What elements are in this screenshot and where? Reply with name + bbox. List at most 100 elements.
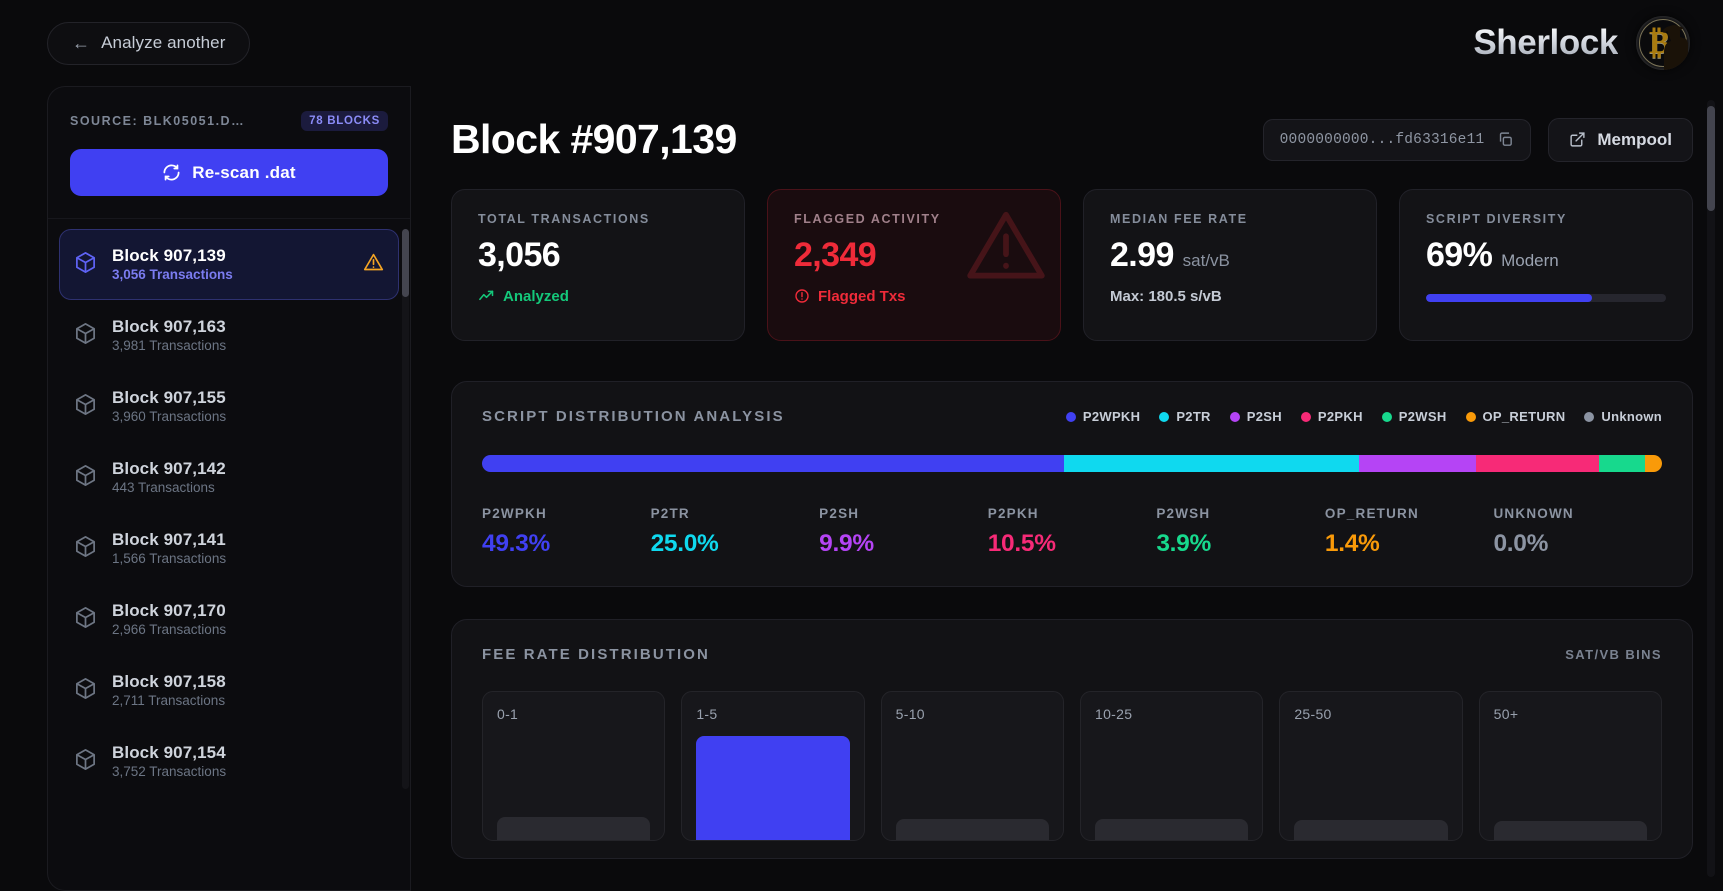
mempool-button[interactable]: Mempool (1548, 117, 1693, 162)
mempool-label: Mempool (1597, 129, 1672, 149)
fee-rate-unit-note: SAT/VB BINS (1565, 647, 1662, 662)
cube-icon (74, 464, 97, 492)
stat-card-number: 2,349 (794, 236, 877, 274)
script-type-percent: 1.4% (1324, 530, 1380, 557)
fee-rate-bin-label: 5-10 (895, 706, 925, 722)
block-hash-copy-button[interactable]: 0000000000...fd63316e11 (1262, 118, 1532, 161)
script-type-stat: P2SH 9.9% (819, 506, 988, 558)
stat-card-value: 2,349 (794, 236, 1034, 274)
fee-rate-bin-label: 10-25 (1094, 706, 1133, 722)
cube-icon (76, 748, 95, 770)
top-bar: ← Analyze another Sherlock ₿ (0, 0, 1723, 86)
block-list-item[interactable]: Block 907,142 443 Transactions (59, 442, 399, 513)
script-type-name: P2PKH (987, 506, 1039, 521)
block-list-item-title: Block 907,154 (112, 742, 226, 762)
block-list-item-subtitle: 1,566 Transactions (112, 551, 227, 567)
stat-card-footer-label: Analyzed (503, 287, 569, 305)
legend-color-dot (1229, 411, 1240, 422)
stat-card-label: MEDIAN FEE RATE (1110, 212, 1248, 226)
rescan-dat-button[interactable]: Re-scan .dat (70, 149, 388, 196)
source-label: SOURCE: BLK05051.D… (70, 114, 246, 128)
sidebar: SOURCE: BLK05051.D… 78 BLOCKS Re-scan .d… (47, 86, 410, 891)
fee-rate-bin: 0-1 (482, 691, 666, 841)
legend-label: Unknown (1601, 409, 1662, 424)
fee-rate-bin-bar (1294, 820, 1448, 840)
cube-icon (76, 677, 95, 699)
fee-rate-bin: 1-5 (681, 691, 865, 841)
legend-color-dot (1584, 411, 1595, 422)
stat-card-number: 69% (1426, 236, 1493, 274)
block-hash-text: 0000000000...fd63316e11 (1279, 131, 1485, 148)
legend-label: P2WPKH (1082, 409, 1141, 424)
script-diversity-progress-bar (1426, 293, 1666, 302)
block-list-item[interactable]: Block 907,141 1,566 Transactions (59, 513, 399, 584)
script-type-stat: P2PKH 10.5% (988, 506, 1157, 558)
script-type-percent: 3.9% (1156, 530, 1211, 557)
sidebar-scrollbar-thumb[interactable] (402, 229, 409, 297)
stat-card-value: 2.99 sat/vB (1110, 236, 1350, 274)
refresh-icon (163, 164, 180, 181)
stat-card: MEDIAN FEE RATE 2.99 sat/vB Max: 180.5 s… (1083, 189, 1377, 341)
fee-rate-bin: 25-50 (1279, 691, 1463, 841)
page-title: Block #907,139 (451, 116, 737, 162)
sidebar-scrollbar[interactable] (402, 229, 409, 789)
block-list-item-title: Block 907,142 (112, 458, 226, 478)
warning-triangle-icon (363, 252, 384, 278)
stacked-bar-segment (1358, 455, 1476, 472)
cube-icon (74, 322, 97, 350)
legend-color-dot (1381, 411, 1392, 422)
block-list[interactable]: Block 907,139 3,056 Transactions Block 9… (48, 219, 410, 890)
stacked-bar-segment (482, 455, 1064, 472)
cube-icon (74, 535, 97, 563)
warning-triangle-icon (967, 211, 1045, 279)
fee-rate-bin-label: 1-5 (696, 706, 718, 722)
stacked-bar-segment (1475, 455, 1600, 472)
main-scrollbar-thumb[interactable] (1707, 106, 1715, 211)
block-list-item-subtitle: 2,711 Transactions (112, 693, 226, 709)
rescan-label: Re-scan .dat (192, 162, 296, 182)
legend-label: P2SH (1246, 409, 1282, 424)
cube-icon (74, 748, 97, 776)
block-list-item-title: Block 907,170 (112, 600, 226, 620)
block-list-item[interactable]: Block 907,154 3,752 Transactions (59, 726, 399, 797)
stat-card-footer: Flagged Txs (794, 288, 1034, 305)
main-header: Block #907,139 0000000000...fd63316e11 M… (451, 116, 1693, 163)
fee-rate-distribution-panel: FEE RATE DISTRIBUTION SAT/VB BINS 0-1 1-… (451, 619, 1693, 859)
stat-card-row: TOTAL TRANSACTIONS 3,056 Analyzed FLAGGE… (451, 189, 1693, 341)
script-distribution-title: SCRIPT DISTRIBUTION ANALYSIS (482, 408, 785, 425)
cube-icon (76, 535, 95, 557)
stat-card-number: 2.99 (1110, 236, 1174, 274)
cube-icon (76, 393, 95, 415)
cube-icon (76, 251, 95, 273)
cube-icon (74, 606, 97, 634)
block-list-item[interactable]: Block 907,155 3,960 Transactions (59, 371, 399, 442)
analyze-another-button[interactable]: ← Analyze another (47, 21, 251, 65)
warning-triangle-watermark-icon (960, 204, 1052, 295)
legend-item: P2SH (1229, 409, 1282, 424)
block-list-item-subtitle: 3,752 Transactions (112, 764, 227, 780)
script-type-stat: P2TR 25.0% (651, 506, 820, 558)
script-type-percent: 25.0% (650, 530, 719, 557)
block-list-item[interactable]: Block 907,163 3,981 Transactions (59, 300, 399, 371)
copy-icon[interactable] (1497, 131, 1514, 148)
main-scrollbar[interactable] (1707, 100, 1715, 877)
app-shell: SOURCE: BLK05051.D… 78 BLOCKS Re-scan .d… (0, 86, 1723, 891)
legend-item: P2PKH (1300, 409, 1363, 424)
block-list-item-title: Block 907,155 (112, 387, 226, 407)
block-list-item[interactable]: Block 907,170 2,966 Transactions (59, 584, 399, 655)
legend-item: P2TR (1159, 409, 1210, 424)
block-list-item-subtitle: 3,056 Transactions (112, 267, 233, 283)
legend-label: OP_RETURN (1482, 409, 1566, 424)
block-list-item[interactable]: Block 907,158 2,711 Transactions (59, 655, 399, 726)
brand: Sherlock ₿ (1473, 16, 1690, 70)
script-distribution-legend: P2WPKH P2TR P2SH P2PKH P2WSH OP_RETURN U… (1065, 409, 1662, 424)
block-list-item-subtitle: 3,960 Transactions (112, 409, 227, 425)
block-list-item-subtitle: 3,981 Transactions (112, 338, 227, 354)
script-distribution-stacked-bar (482, 455, 1662, 472)
main-content: Block #907,139 0000000000...fd63316e11 M… (410, 86, 1723, 891)
alert-circle-icon (795, 289, 809, 303)
block-list-item[interactable]: Block 907,139 3,056 Transactions (59, 229, 399, 300)
bitcoin-sherlock-coin-icon: ₿ (1636, 16, 1690, 70)
block-list-item-subtitle: 443 Transactions (112, 480, 215, 496)
stat-card-unit: sat/vB (1182, 251, 1230, 270)
